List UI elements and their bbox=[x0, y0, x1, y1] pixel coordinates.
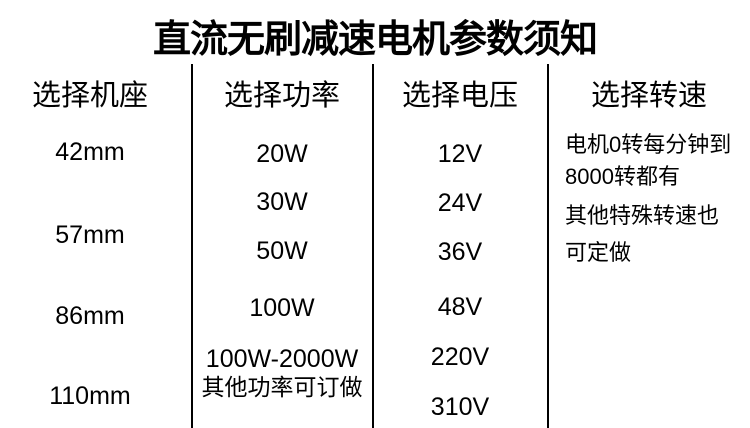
speed-note-line-4: 可定做 bbox=[565, 240, 632, 265]
speed-note-line-3: 其他特殊转速也 bbox=[565, 203, 720, 228]
column-header-speed: 选择转速 bbox=[590, 80, 707, 112]
voltage-option-12v: 12V bbox=[437, 140, 483, 168]
column-header-frame-size: 选择机座 bbox=[31, 80, 148, 112]
frame-size-option-110mm: 110mm bbox=[49, 382, 131, 410]
speed-note-line-1: 电机0转每分钟到 bbox=[565, 132, 732, 157]
column-divider-1 bbox=[191, 64, 193, 428]
voltage-option-48v: 48V bbox=[437, 293, 483, 321]
voltage-option-220v: 220V bbox=[430, 343, 490, 371]
power-option-100w: 100W bbox=[249, 294, 315, 322]
power-option-custom-range: 100W-2000W bbox=[205, 345, 359, 373]
power-option-20w: 20W bbox=[256, 140, 308, 168]
frame-size-option-86mm: 86mm bbox=[55, 302, 125, 330]
frame-size-option-57mm: 57mm bbox=[55, 221, 125, 249]
voltage-option-36v: 36V bbox=[437, 238, 483, 266]
column-header-voltage: 选择电压 bbox=[401, 80, 518, 112]
power-option-50w: 50W bbox=[256, 237, 308, 265]
voltage-option-24v: 24V bbox=[437, 189, 483, 217]
column-header-power: 选择功率 bbox=[223, 80, 340, 112]
voltage-option-310v: 310V bbox=[430, 393, 490, 421]
power-custom-note: 其他功率可订做 bbox=[201, 374, 363, 400]
frame-size-option-42mm: 42mm bbox=[55, 138, 125, 166]
page-title: 直流无刷减速电机参数须知 bbox=[152, 19, 598, 61]
column-divider-3 bbox=[547, 64, 549, 428]
power-option-30w: 30W bbox=[256, 188, 308, 216]
speed-note-line-2: 8000转都有 bbox=[565, 164, 680, 189]
column-divider-2 bbox=[372, 64, 374, 428]
